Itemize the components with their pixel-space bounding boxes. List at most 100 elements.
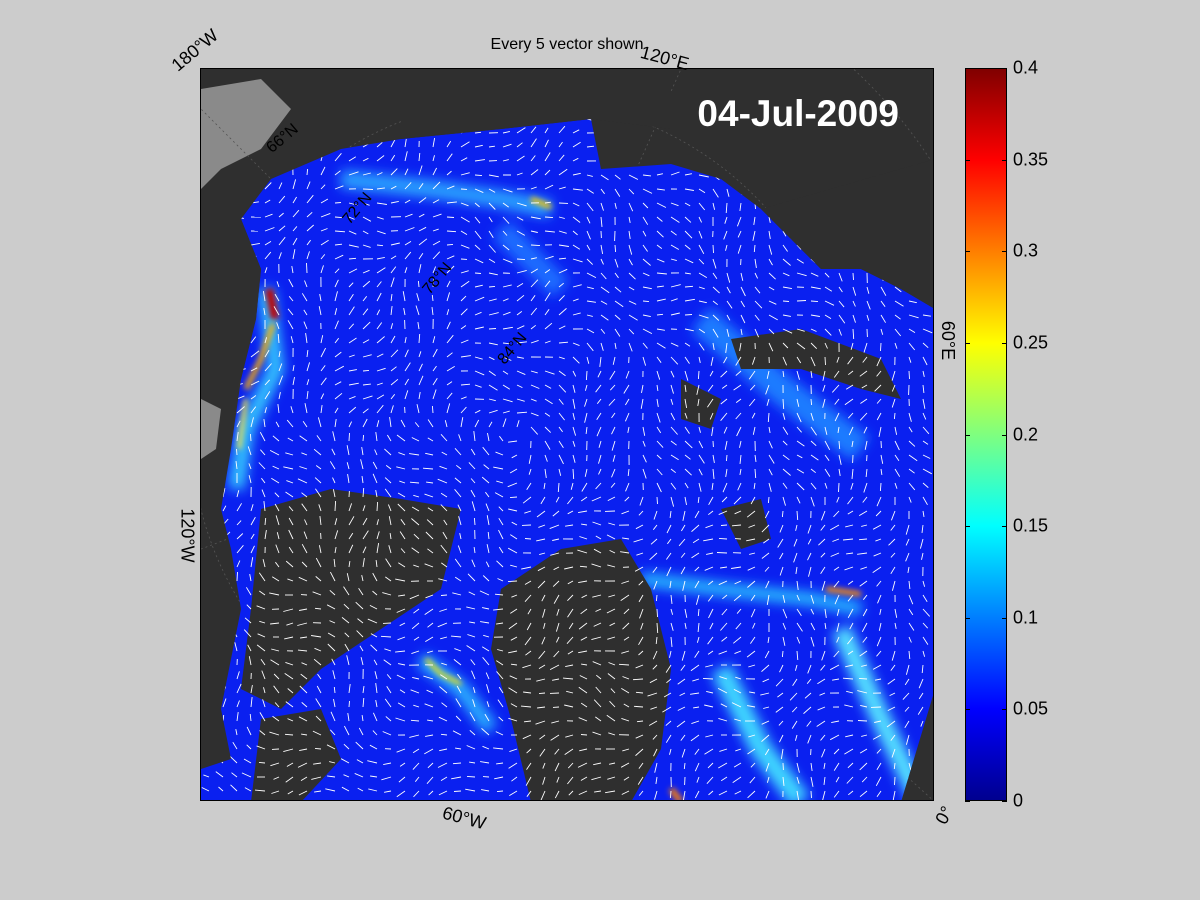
drift-vector — [264, 349, 270, 358]
drift-vector — [488, 230, 494, 239]
drift-vector — [446, 201, 457, 204]
drift-vector — [712, 258, 717, 269]
drift-vector — [306, 224, 315, 232]
drift-vector — [698, 202, 706, 211]
drift-vector — [731, 566, 742, 569]
drift-vector — [439, 748, 448, 752]
drift-vector — [446, 392, 453, 400]
drift-vector — [334, 351, 342, 358]
drift-vector — [607, 564, 616, 568]
drift-vector — [502, 398, 513, 403]
drift-vector — [469, 761, 476, 764]
drift-vector — [404, 168, 409, 176]
drift-vector — [385, 576, 392, 582]
drift-vector — [348, 700, 350, 708]
drift-vector — [236, 395, 245, 400]
drift-vector — [652, 734, 658, 740]
drift-vector — [824, 608, 827, 618]
drift-vector — [488, 174, 499, 178]
drift-vector — [539, 748, 546, 757]
drift-vector — [418, 392, 421, 400]
drift-vector — [250, 242, 260, 246]
drift-vector — [782, 482, 788, 489]
drift-vector — [558, 257, 567, 260]
drift-vector — [704, 748, 714, 755]
drift-vector — [361, 447, 364, 456]
drift-vector — [572, 384, 576, 393]
drift-vector — [595, 535, 602, 540]
drift-vector — [425, 636, 434, 642]
drift-vector — [628, 188, 635, 195]
drift-vector — [859, 412, 868, 421]
drift-vector — [270, 659, 280, 666]
drift-vector — [579, 536, 588, 540]
drift-vector — [468, 591, 476, 596]
drift-vector — [269, 450, 280, 456]
drift-vector — [558, 325, 566, 330]
drift-vector — [628, 314, 638, 321]
drift-vector — [732, 776, 742, 783]
drift-vector — [538, 650, 546, 659]
drift-vector — [656, 298, 666, 302]
drift-vector — [530, 126, 537, 134]
drift-vector — [567, 496, 574, 505]
drift-vector — [413, 790, 420, 798]
drift-vector — [482, 607, 490, 610]
drift-vector — [466, 606, 476, 610]
drift-vector — [726, 188, 730, 197]
drift-vector — [572, 370, 577, 377]
drift-vector — [488, 409, 498, 414]
drift-vector — [705, 734, 714, 738]
drift-vector — [763, 706, 770, 709]
drift-vector — [538, 664, 546, 669]
drift-vector — [861, 384, 868, 389]
drift-vector — [656, 454, 662, 460]
drift-vector — [752, 622, 756, 629]
drift-vector — [782, 426, 789, 435]
drift-vector — [796, 398, 800, 407]
drift-vector — [248, 656, 252, 666]
drift-vector — [236, 712, 239, 722]
drift-vector — [297, 622, 308, 626]
drift-vector — [817, 706, 826, 711]
drift-vector — [585, 370, 588, 381]
drift-vector — [638, 510, 644, 516]
drift-vector — [441, 702, 448, 708]
drift-vector — [290, 336, 294, 344]
drift-vector — [847, 762, 854, 769]
drift-vector — [441, 562, 448, 568]
drift-vector — [276, 281, 280, 288]
drift-vector — [880, 342, 882, 352]
drift-vector — [670, 440, 677, 446]
drift-vector — [833, 566, 840, 571]
drift-vector — [752, 426, 756, 435]
drift-vector — [763, 538, 770, 544]
drift-vector — [292, 365, 295, 372]
drift-vector — [524, 636, 532, 646]
drift-vector — [586, 342, 594, 352]
drift-vector — [553, 650, 560, 658]
drift-vector — [642, 216, 649, 225]
drift-vector — [474, 370, 485, 376]
drift-vector — [390, 335, 396, 344]
drift-vector — [821, 748, 826, 758]
drift-vector — [684, 412, 688, 419]
drift-vector — [486, 684, 490, 694]
drift-vector — [368, 788, 378, 792]
drift-vector — [782, 622, 787, 630]
drift-vector — [642, 342, 648, 349]
drift-vector — [549, 524, 560, 530]
drift-vector — [314, 607, 322, 610]
drift-vector — [376, 394, 385, 400]
date-label: 04-Jul-2009 — [697, 93, 899, 134]
drift-vector — [733, 762, 742, 768]
drift-vector — [376, 322, 383, 330]
drift-vector — [260, 659, 266, 666]
drift-vector — [795, 524, 798, 531]
drift-vector — [441, 451, 448, 456]
drift-vector — [876, 580, 882, 587]
drift-vector — [887, 678, 896, 685]
drift-vector — [306, 262, 308, 274]
drift-vector — [638, 762, 644, 769]
drift-vector — [623, 776, 630, 781]
